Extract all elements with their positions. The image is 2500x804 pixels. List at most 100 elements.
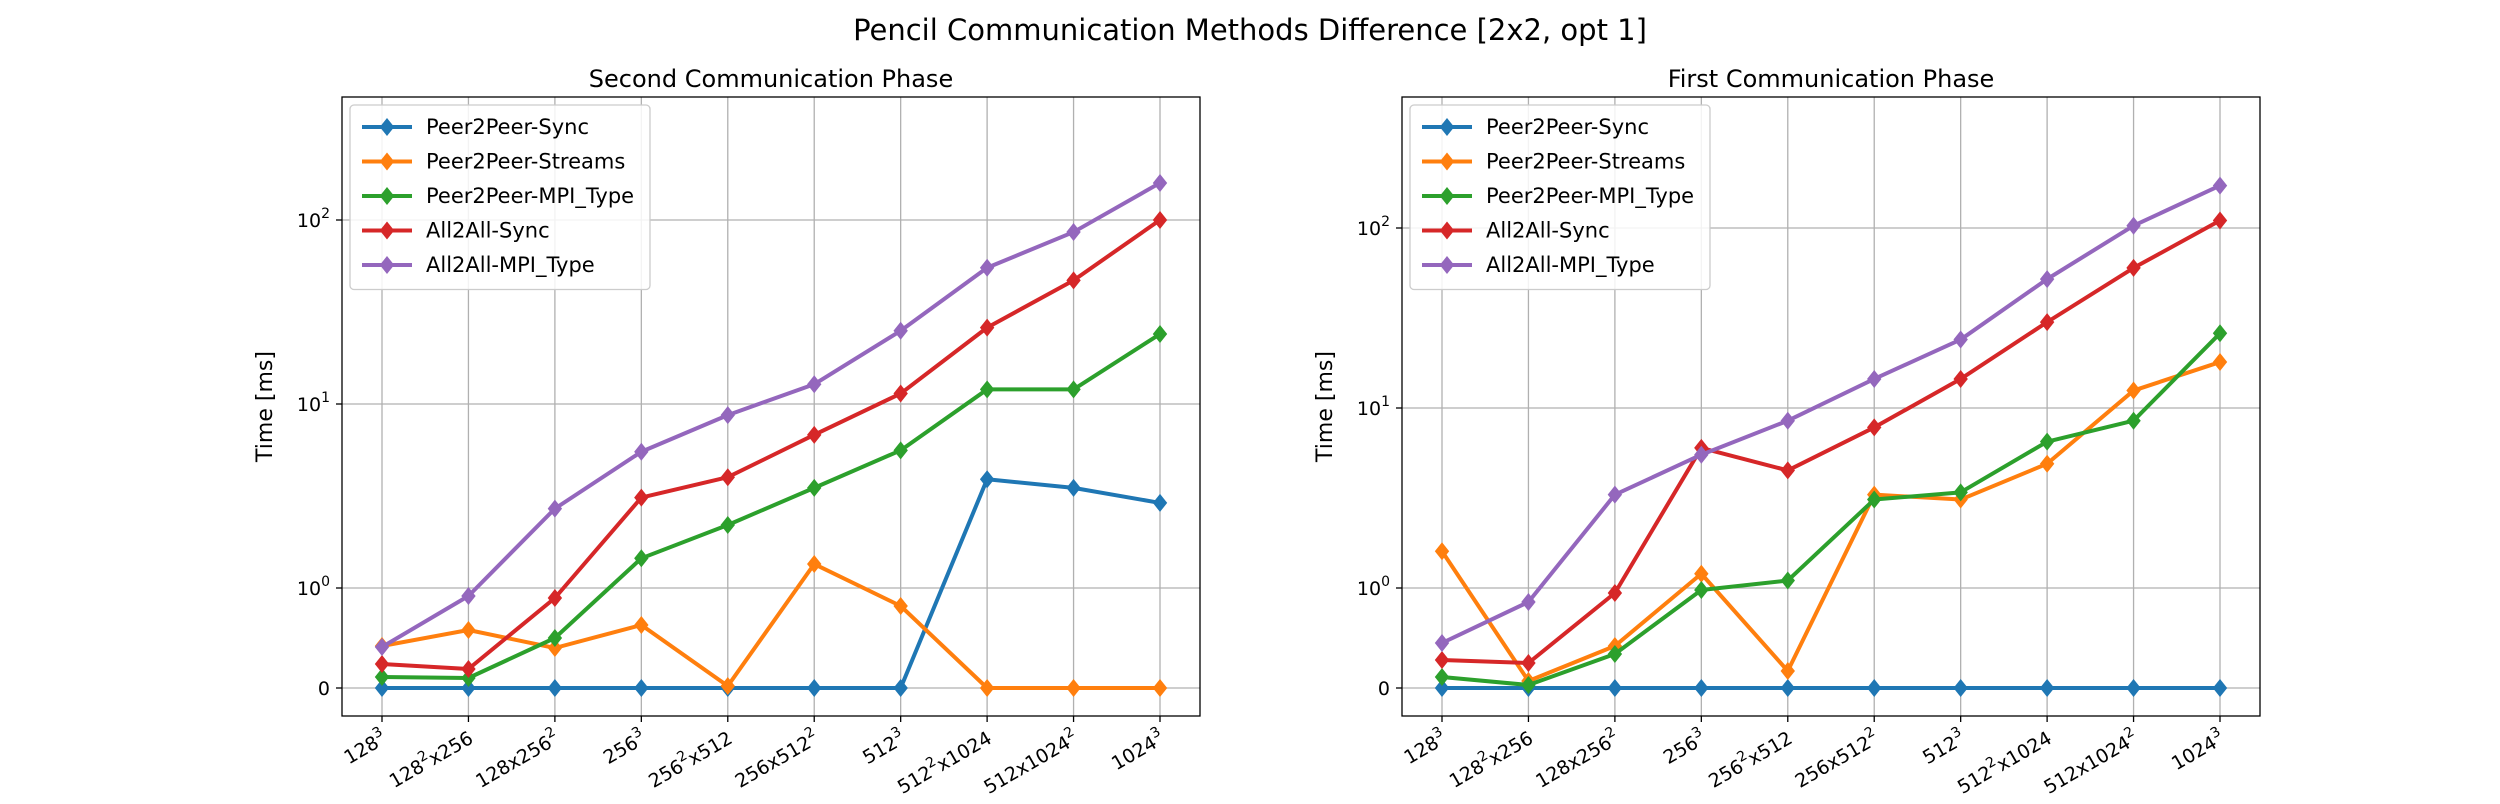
data-point bbox=[1694, 445, 1709, 464]
plot-frame bbox=[1401, 96, 2261, 717]
data-point bbox=[1434, 542, 1450, 561]
data-point bbox=[1867, 679, 1882, 697]
data-point bbox=[1780, 662, 1795, 680]
legend-marker bbox=[1439, 152, 1455, 171]
y-tick-label: 101 bbox=[297, 390, 330, 416]
data-point bbox=[2039, 679, 2055, 697]
data-point bbox=[979, 258, 995, 277]
data-point bbox=[807, 425, 822, 444]
x-tick-label: 10243 bbox=[1106, 724, 1169, 775]
figure-title: Pencil Communication Methods Difference … bbox=[853, 13, 1647, 47]
data-point bbox=[1953, 369, 1968, 388]
series-all2all-mpi-type bbox=[374, 173, 1168, 656]
data-point bbox=[634, 679, 649, 697]
legend-marker bbox=[1439, 118, 1455, 136]
x-tick-label: 2562x512 bbox=[1703, 724, 1796, 793]
series-line bbox=[1441, 331, 2222, 687]
y-axis-label: Time [ms] bbox=[1313, 351, 1338, 463]
data-point bbox=[1694, 581, 1709, 599]
legend-marker bbox=[1439, 187, 1455, 205]
data-point bbox=[893, 597, 908, 615]
x-tick-label: 512x10242 bbox=[2038, 724, 2142, 799]
data-point bbox=[374, 655, 390, 673]
y-axis-label: Time [ms] bbox=[253, 351, 278, 463]
data-point bbox=[374, 638, 390, 656]
x-tick-label: 5123 bbox=[1917, 724, 1969, 769]
y-tick-label: 102 bbox=[1357, 214, 1390, 240]
series-line bbox=[1441, 218, 2221, 665]
legend-marker bbox=[379, 187, 395, 205]
x-tick-label: 10243 bbox=[2166, 724, 2229, 775]
data-point bbox=[1867, 418, 1882, 437]
legend-item-all2all-sync: All2All-Sync bbox=[362, 219, 550, 243]
series-peer2peer-sync bbox=[374, 470, 1168, 697]
y-tick-label: 101 bbox=[1357, 394, 1390, 420]
data-point bbox=[1434, 668, 1450, 686]
x-tick-label: 256x5122 bbox=[1789, 724, 1882, 793]
x-tick-label: 2563 bbox=[1658, 724, 1710, 769]
x-tick-label: 1282x256 bbox=[384, 724, 477, 793]
data-point bbox=[1867, 490, 1882, 509]
legend-label: All2All-MPI_Type bbox=[426, 253, 595, 278]
series-line bbox=[1440, 360, 2221, 683]
data-point bbox=[720, 677, 735, 695]
data-point bbox=[2039, 270, 2055, 289]
legend: Peer2Peer-Sync Peer2Peer-Streams Peer2Peer… bbox=[1409, 104, 1711, 291]
data-point bbox=[2039, 432, 2055, 451]
plot-frame bbox=[341, 96, 1201, 717]
data-point bbox=[2126, 381, 2141, 400]
data-point bbox=[1434, 634, 1450, 652]
data-point bbox=[893, 441, 908, 460]
x-tick-label: 1282x256 bbox=[1444, 724, 1537, 793]
x-tick-label: 2562x512 bbox=[643, 724, 736, 793]
data-point bbox=[634, 442, 649, 461]
legend-label: Peer2Peer-Streams bbox=[1486, 150, 1685, 174]
data-point bbox=[720, 406, 735, 425]
data-point bbox=[1521, 676, 1536, 694]
legend-label: Peer2Peer-Sync bbox=[1486, 115, 1649, 139]
data-point bbox=[720, 468, 735, 487]
data-point bbox=[1780, 411, 1795, 430]
data-point bbox=[1066, 223, 1081, 242]
legend-label: Peer2Peer-Streams bbox=[426, 150, 625, 174]
legend-marker bbox=[379, 118, 395, 136]
series-peer2peer-streams bbox=[374, 555, 1168, 697]
chart-panel-first-phase: First Communication Phase Time [ms] 0 100 10… bbox=[1313, 65, 2261, 799]
data-point bbox=[1521, 593, 1536, 611]
legend-label: Peer2Peer-MPI_Type bbox=[426, 184, 634, 209]
data-point bbox=[1152, 679, 1168, 697]
y-tick-label: 0 bbox=[1378, 678, 1390, 700]
data-point bbox=[1607, 485, 1623, 504]
data-point bbox=[634, 549, 649, 568]
legend-label: All2All-Sync bbox=[1486, 219, 1610, 243]
data-point bbox=[1152, 325, 1168, 344]
series-peer2peer-mpi-type bbox=[1434, 324, 2228, 694]
legend-item-peer2peer-streams: Peer2Peer-Streams bbox=[1422, 150, 1685, 174]
data-point bbox=[807, 555, 822, 574]
legend-marker bbox=[1439, 221, 1455, 240]
data-point bbox=[374, 668, 390, 686]
legend-label: Peer2Peer-Sync bbox=[426, 115, 589, 139]
data-point bbox=[634, 488, 649, 507]
y-tick-label: 0 bbox=[318, 678, 330, 700]
legend-marker bbox=[379, 221, 395, 240]
data-point bbox=[2212, 679, 2228, 697]
data-point bbox=[979, 470, 995, 489]
legend: Peer2Peer-Sync Peer2Peer-Streams Peer2Peer… bbox=[349, 104, 651, 291]
data-point bbox=[461, 621, 476, 639]
data-point bbox=[1953, 483, 1968, 502]
data-point bbox=[547, 589, 563, 607]
data-point bbox=[1152, 173, 1168, 192]
data-point bbox=[1953, 679, 1968, 697]
data-point bbox=[461, 587, 476, 605]
legend-item-peer2peer-mpi-type: Peer2Peer-MPI_Type bbox=[1422, 184, 1694, 209]
legend-item-peer2peer-sync: Peer2Peer-Sync bbox=[362, 115, 589, 139]
data-point bbox=[1694, 679, 1709, 697]
x-tick-label: 5122x1024 bbox=[892, 724, 996, 799]
legend-box bbox=[1409, 104, 1711, 291]
data-point bbox=[2126, 411, 2141, 430]
data-point bbox=[374, 679, 390, 697]
series-line bbox=[381, 332, 1162, 680]
legend-item-all2all-sync: All2All-Sync bbox=[1422, 219, 1610, 243]
